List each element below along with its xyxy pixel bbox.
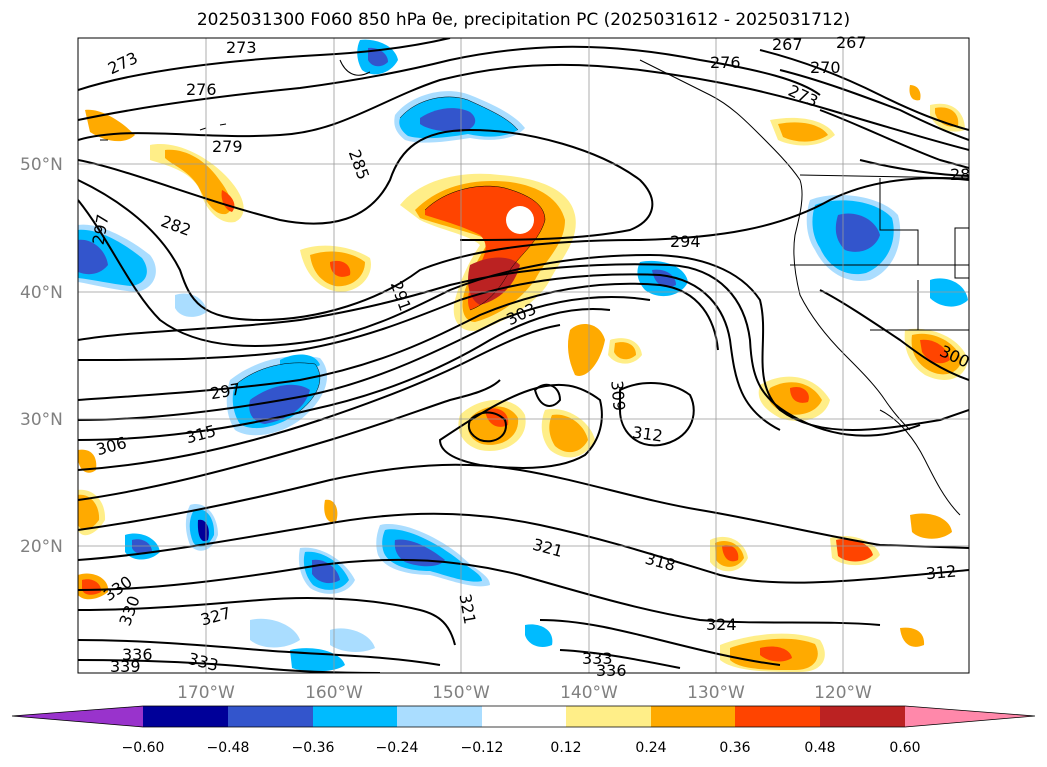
contour-label: 270	[810, 58, 841, 77]
colorbar-segment	[482, 706, 566, 727]
colorbar-segment	[651, 706, 735, 727]
colorbar-segment	[735, 706, 820, 727]
contour-label: 267	[836, 33, 867, 52]
colorbar-tick-label: 0.48	[804, 740, 835, 756]
colorbar-segment	[820, 706, 905, 727]
contour-label: 312	[925, 562, 957, 584]
lon-label: 140°W	[560, 683, 618, 703]
colorbar-tick-label: −0.24	[376, 740, 419, 756]
contour-labels: 273 273 276 279 282 285 291 294 297 297 …	[89, 33, 973, 680]
contour-label: 339	[110, 657, 141, 676]
colorbar-segment	[143, 706, 228, 727]
contour-label: 276	[710, 53, 741, 72]
map-title: 2025031300 F060 850 hPa θe, precipitatio…	[196, 10, 851, 30]
longitude-labels: 170°W 160°W 150°W 140°W 130°W 120°W	[177, 683, 872, 703]
graticule	[78, 38, 969, 673]
colorbar-extend-max	[905, 706, 1035, 727]
contour-label: 294	[670, 232, 701, 251]
lon-label: 160°W	[305, 683, 363, 703]
latitude-labels: 50°N 40°N 30°N 20°N	[20, 155, 63, 557]
contour-label: 267	[772, 35, 803, 54]
contour-label: 324	[706, 615, 737, 634]
precip-shading	[78, 39, 968, 672]
contour-label: 309	[607, 380, 629, 412]
colorbar-segment	[566, 706, 651, 727]
map-background	[78, 38, 969, 673]
colorbar-segment	[397, 706, 482, 727]
contour-label: 336	[596, 661, 627, 680]
lon-label: 150°W	[432, 683, 490, 703]
colorbar-segment	[228, 706, 313, 727]
lon-label: 170°W	[177, 683, 235, 703]
colorbar: −0.60 −0.48 −0.36 −0.24 −0.12 0.12 0.24 …	[11, 705, 1036, 756]
colorbar-tick-label: −0.12	[461, 740, 504, 756]
map-frame	[77, 37, 970, 674]
contour-label: 312	[631, 423, 664, 446]
colorbar-tick-label: 0.36	[719, 740, 750, 756]
contour-label: 276	[186, 80, 217, 99]
colorbar-tick-label: −0.48	[207, 740, 250, 756]
lat-label: 30°N	[20, 410, 63, 430]
contour-label: 28	[950, 165, 970, 184]
colorbar-tick-label: 0.24	[635, 740, 666, 756]
colorbar-tick-label: 0.60	[889, 740, 920, 756]
contour-label: 279	[212, 137, 243, 156]
colorbar-extend-min	[12, 706, 143, 727]
lat-label: 20°N	[20, 537, 63, 557]
lat-label: 40°N	[20, 283, 63, 303]
precip-outlines	[234, 96, 546, 415]
colorbar-segment	[313, 706, 397, 727]
colorbar-tick-label: 0.12	[550, 740, 581, 756]
contour-label: 273	[226, 38, 257, 57]
colorbar-tick-label: −0.60	[122, 740, 165, 756]
colorbar-ticks: −0.60 −0.48 −0.36 −0.24 −0.12 0.12 0.24 …	[122, 740, 921, 756]
lon-label: 120°W	[814, 683, 872, 703]
contour-label: 336	[122, 645, 153, 664]
theta-e-contours	[78, 38, 969, 673]
lat-label: 50°N	[20, 155, 63, 175]
contour-label: 333	[582, 649, 613, 668]
lon-label: 130°W	[687, 683, 745, 703]
colorbar-tick-label: −0.36	[292, 740, 335, 756]
